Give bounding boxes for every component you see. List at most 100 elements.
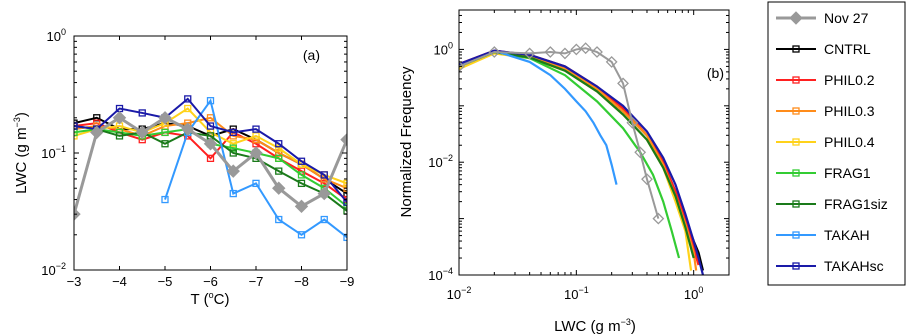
panel-b-series-frag1	[459, 50, 681, 259]
panel-a-line-takah	[164, 98, 347, 239]
panel-a-point-phil0-4	[252, 132, 260, 140]
legend-item-frag1siz: FRAG1siz	[776, 196, 888, 212]
panel-b-point-nov-27	[544, 46, 557, 58]
panel-a-xtick-label: −6	[203, 274, 218, 289]
panel-a-point-takahsc	[275, 140, 283, 148]
panel-a-line-frag1siz	[74, 125, 347, 212]
panel-a-ytick-label: 100	[47, 27, 66, 44]
panel-a-point-nov-27	[249, 146, 263, 160]
panel-b-point-nov-27	[634, 146, 647, 159]
panel-b-point-nov-27	[617, 77, 629, 90]
panel-b-xlabel: LWC (g m−3)	[554, 317, 636, 334]
panel-a-point-takah	[252, 179, 260, 188]
panel-a-point-takahsc	[138, 109, 146, 117]
legend-marker-frag1siz	[792, 200, 800, 208]
panel-a-label: (a)	[303, 47, 320, 63]
panel-a-point-takahsc	[229, 128, 237, 137]
panel-a-point-frag1	[161, 128, 169, 137]
panel-a-point-phil0-3	[206, 114, 215, 122]
panel-a-point-frag1siz	[229, 149, 237, 157]
panel-b-ytick-label: 10−4	[428, 266, 453, 283]
panel-a-ticks: −3 −4 −5 −6 −7 −8 −9 10−2 10−1 100	[41, 27, 354, 289]
panel-a-point-frag1siz	[275, 167, 283, 175]
panel-a-xtick-label: −7	[249, 274, 264, 289]
panel-b-series-takah	[459, 49, 618, 185]
legend-item-phil0-3: PHIL0.3	[776, 103, 875, 119]
panel-b-point-nov-27	[570, 43, 583, 56]
panel-a-point-frag1siz	[115, 132, 124, 140]
panel-a-point-frag1	[275, 154, 283, 163]
panel-a-point-frag1siz	[343, 207, 347, 215]
panel-b-line-takah	[459, 49, 618, 185]
panel-b-point-nov-27	[523, 47, 536, 60]
panel-b-series-nov-27	[459, 42, 665, 225]
panel-b-point-nov-27	[559, 47, 571, 60]
legend-item-phil0-2: PHIL0.2	[776, 72, 875, 88]
panel-b-point-nov-27	[579, 42, 592, 55]
panel-b-ticks: 10−2 10−1 100 10−4 10−2 100	[428, 9, 730, 302]
panel-a-point-takah	[297, 231, 306, 239]
panel-a-point-phil0-4	[184, 104, 192, 113]
panel-a-point-frag1siz	[161, 140, 169, 148]
panel-b: 10−2 10−1 100 10−4 10−2 100 (b) LWC (g m−3) N…	[398, 9, 730, 334]
panel-a-point-takah	[343, 233, 347, 242]
panel-a-point-frag1	[297, 171, 306, 179]
panel-a-point-cntrl	[343, 189, 347, 198]
panel-a-point-frag1	[343, 202, 347, 210]
legend-label-frag1: FRAG1	[824, 165, 871, 181]
panel-a-series-takahsc	[74, 95, 347, 206]
panel-a-xlabel: T (oC)	[191, 290, 230, 308]
panel-a-point-takahsc	[343, 198, 347, 206]
panel-a-point-nov-27	[294, 199, 309, 214]
panel-a-xtick-label: −4	[112, 274, 127, 289]
panel-a-point-takah	[229, 189, 237, 198]
panel-b-frame	[458, 9, 730, 276]
panel-a-xtick-label: −5	[158, 274, 173, 289]
panel-b-line-nov-27	[459, 47, 660, 219]
panel-a-series-nov-27	[74, 111, 347, 221]
panel-a-point-nov-27	[340, 132, 347, 147]
legend-marker-nov-27	[789, 11, 803, 25]
panel-a-point-takahsc	[184, 95, 192, 103]
panel-a-point-nov-27	[317, 186, 331, 201]
legend-item-cntrl: CNTRL	[776, 41, 871, 57]
panel-a-point-phil0-4	[229, 140, 237, 148]
panel-a-point-takahsc	[297, 157, 306, 165]
legend-label-frag1siz: FRAG1siz	[824, 196, 888, 212]
panel-a-xtick-label: −8	[294, 274, 309, 289]
panel-a-point-takahsc	[320, 171, 328, 179]
panel-a-xtick-label: −9	[340, 274, 355, 289]
panel-b-point-nov-27	[591, 46, 603, 58]
panel-a-point-takah	[206, 97, 215, 105]
panel-a-point-takah	[320, 215, 328, 224]
panel-a-ylabel: LWC (g m−3)	[12, 112, 30, 194]
panel-a-frame	[73, 35, 348, 271]
legend: Nov 27 CNTRL PHIL0.2 PHIL0.3 PHIL0.4 FRAG1 FRA…	[767, 1, 906, 286]
panel-b-xtick-label: 10−2	[447, 285, 472, 302]
panel-b-series-takahsc	[459, 49, 705, 275]
legend-marker-takah	[792, 231, 800, 239]
panel-a-point-nov-27	[203, 137, 218, 151]
legend-marker-phil0-2	[792, 76, 800, 84]
legend-item-takah: TAKAH	[776, 227, 870, 243]
panel-a: −3 −4 −5 −6 −7 −8 −9 10−2 10−1 100 (a) T (oC) LWC…	[12, 27, 354, 308]
panel-b-point-nov-27	[459, 60, 465, 73]
legend-label-phil0-2: PHIL0.2	[824, 72, 875, 88]
legend-label-phil0-4: PHIL0.4	[824, 134, 875, 150]
panel-a-line-takahsc	[74, 97, 347, 203]
panel-a-point-phil0-4	[343, 179, 347, 188]
panel-a-point-nov-27	[272, 181, 286, 195]
panel-a-point-nov-27	[158, 111, 172, 125]
panel-a-point-takahsc	[74, 122, 78, 130]
panel-a-point-takahsc	[252, 125, 260, 133]
panel-b-line-cntrl	[459, 50, 705, 271]
legend-label-phil0-3: PHIL0.3	[824, 103, 875, 119]
legend-item-takahsc: TAKAHsc	[776, 258, 884, 274]
panel-a-point-nov-27	[226, 164, 240, 178]
panel-a-point-nov-27	[135, 125, 149, 140]
panel-a-point-frag1	[74, 128, 78, 137]
panel-a-point-phil0-2	[206, 154, 215, 163]
panel-a-ytick-label: 10−2	[41, 261, 66, 278]
panel-a-point-takah	[275, 215, 283, 224]
